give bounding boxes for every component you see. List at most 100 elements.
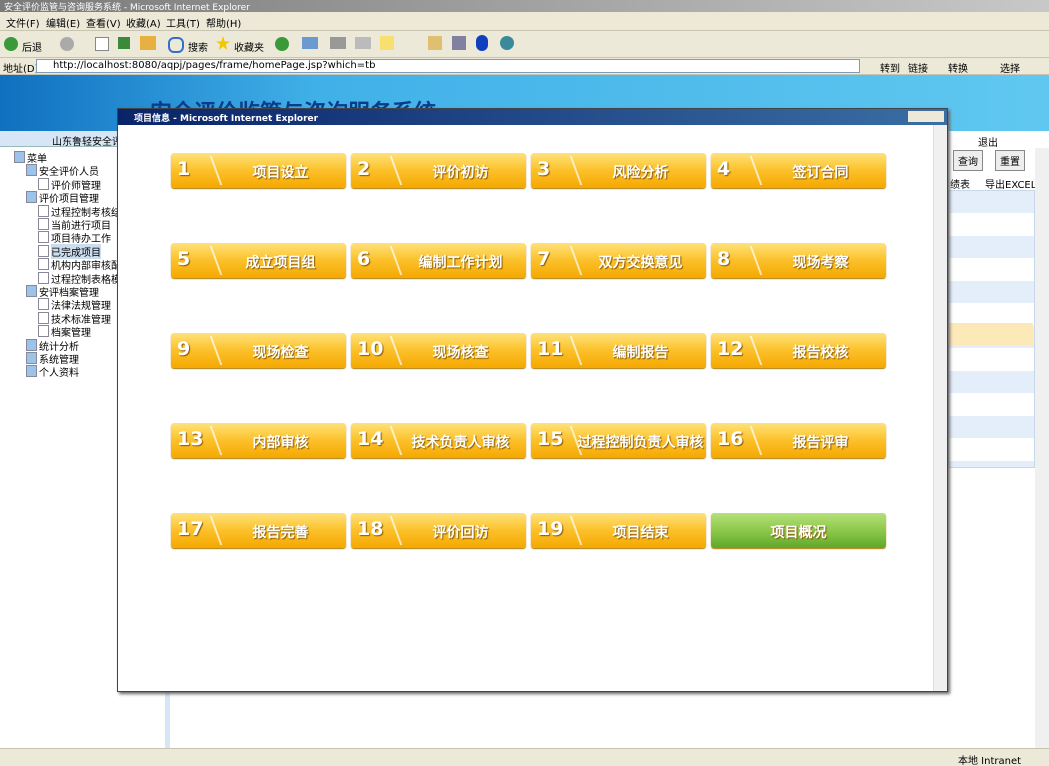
doc-icon[interactable]	[38, 244, 49, 257]
mail-icon[interactable]	[302, 37, 318, 49]
favorites-button[interactable]: 收藏夹	[234, 43, 264, 54]
folder-icon[interactable]	[26, 191, 37, 204]
doc-icon[interactable]	[38, 271, 49, 284]
back-icon[interactable]	[4, 37, 18, 51]
step-button[interactable]: 15 过程控制负责人审核	[531, 423, 706, 458]
search-button[interactable]: 搜索	[188, 43, 208, 54]
step-button[interactable]: 16 报告评审	[711, 423, 886, 458]
folder-icon[interactable]	[26, 164, 37, 177]
step-number: 16	[717, 428, 744, 450]
go-button[interactable]: 转到	[880, 64, 900, 75]
folder-icon[interactable]	[26, 338, 37, 351]
tree-item[interactable]: 安全评价人员	[39, 167, 99, 179]
step-button[interactable]: 2 评价初访	[351, 153, 526, 188]
export-link[interactable]: 导出EXCEL	[985, 180, 1037, 191]
tool-icon[interactable]	[452, 36, 466, 50]
tree-item[interactable]: 已完成项目	[51, 243, 101, 259]
tree-item[interactable]: 机构内部审核配置	[51, 261, 117, 273]
folder-icon[interactable]	[26, 352, 37, 364]
forward-icon[interactable]	[60, 37, 74, 51]
menu-item[interactable]: 编辑(E)	[46, 19, 81, 30]
tree-item[interactable]: 评价项目管理	[39, 194, 99, 206]
step-number: 11	[537, 338, 564, 360]
scrollbar[interactable]	[1035, 148, 1049, 748]
select[interactable]: 选择	[1000, 64, 1020, 75]
tree-item[interactable]: 项目待办工作	[51, 234, 111, 246]
step-button[interactable]: 19 项目结束	[531, 513, 706, 548]
tree-item[interactable]: 评价师管理	[51, 180, 101, 192]
note-icon[interactable]	[380, 36, 394, 50]
step-button[interactable]: 8 现场考察	[711, 243, 886, 278]
links[interactable]: 链接	[908, 64, 928, 75]
step-button[interactable]: 5 成立项目组	[171, 243, 346, 278]
address-input[interactable]: http://localhost:8080/aqpj/pages/frame/h…	[36, 59, 860, 73]
step-button[interactable]: 6 编制工作计划	[351, 243, 526, 278]
menu-item[interactable]: 收藏(A)	[126, 19, 161, 30]
menu-item[interactable]: 文件(F)	[6, 19, 40, 30]
tree-item[interactable]: 统计分析	[39, 341, 79, 353]
step-button[interactable]: 12 报告校核	[711, 333, 886, 368]
step-button[interactable]: 11 编制报告	[531, 333, 706, 368]
doc-icon[interactable]	[38, 258, 49, 271]
stats-link[interactable]: 绩表	[950, 180, 970, 191]
bluetooth-icon[interactable]	[476, 35, 488, 51]
tree-item[interactable]: 个人资料	[39, 368, 79, 380]
query-button[interactable]: 查询	[953, 150, 983, 171]
step-button[interactable]: 14 技术负责人审核	[351, 423, 526, 458]
tree-item[interactable]: 当前进行项目	[51, 221, 111, 232]
folder-icon[interactable]	[26, 285, 37, 297]
doc-icon[interactable]	[38, 204, 49, 217]
step-button[interactable]: 1 项目设立	[171, 153, 346, 188]
folder-icon[interactable]	[14, 151, 25, 163]
window-controls[interactable]	[908, 111, 944, 122]
history-icon[interactable]	[275, 37, 289, 51]
popup-scrollbar[interactable]	[933, 125, 947, 691]
logout[interactable]: 退出	[978, 138, 998, 149]
step-label: 过程控制负责人审核	[577, 435, 704, 451]
refresh-icon[interactable]	[118, 37, 130, 49]
search-icon[interactable]	[168, 37, 184, 53]
tree-item[interactable]: 档案管理	[51, 328, 91, 340]
convert[interactable]: 转换	[948, 64, 968, 75]
back-button[interactable]: 后退	[22, 43, 42, 54]
stop-icon[interactable]	[95, 37, 109, 51]
step-button[interactable]: 10 现场核查	[351, 333, 526, 368]
step-label: 项目概况	[770, 525, 827, 541]
doc-icon[interactable]	[38, 231, 49, 244]
overview-button[interactable]: 项目概况	[711, 513, 886, 548]
tree-item[interactable]: 过程控制考核结果	[51, 207, 117, 219]
doc-icon[interactable]	[38, 177, 49, 190]
step-label: 评价初访	[432, 165, 489, 181]
step-button[interactable]: 13 内部审核	[171, 423, 346, 458]
step-button[interactable]: 3 风险分析	[531, 153, 706, 188]
tree-item[interactable]: 系统管理	[39, 355, 79, 366]
home-icon[interactable]	[140, 36, 156, 50]
tree-item[interactable]: 技术标准管理	[51, 314, 111, 326]
print-icon[interactable]	[330, 37, 346, 49]
tree-item[interactable]: 安评档案管理	[39, 288, 99, 299]
step-number: 1	[177, 158, 191, 180]
menu-item[interactable]: 帮助(H)	[206, 19, 242, 30]
folder-icon[interactable]	[26, 365, 37, 378]
step-button[interactable]: 7 双方交换意见	[531, 243, 706, 278]
step-button[interactable]: 4 签订合同	[711, 153, 886, 188]
menu-item[interactable]: 查看(V)	[86, 19, 121, 30]
messenger-icon[interactable]	[500, 36, 514, 50]
menu-item[interactable]: 工具(T)	[166, 19, 200, 30]
edit-icon[interactable]	[355, 37, 371, 49]
tree-item[interactable]: 菜单	[27, 154, 47, 165]
step-button[interactable]: 17 报告完善	[171, 513, 346, 548]
step-label: 项目结束	[612, 525, 669, 541]
tool-icon[interactable]	[428, 36, 442, 50]
tree-item[interactable]: 法律法规管理	[51, 301, 111, 313]
step-button[interactable]: 9 现场检查	[171, 333, 346, 368]
step-number: 9	[177, 338, 191, 360]
doc-icon[interactable]	[38, 298, 49, 311]
tree-item[interactable]: 过程控制表格模板	[51, 274, 117, 286]
doc-icon[interactable]	[38, 325, 49, 338]
doc-icon[interactable]	[38, 218, 49, 230]
favorites-icon[interactable]	[216, 36, 230, 50]
reset-button[interactable]: 重置	[995, 150, 1025, 171]
step-button[interactable]: 18 评价回访	[351, 513, 526, 548]
doc-icon[interactable]	[38, 311, 49, 324]
